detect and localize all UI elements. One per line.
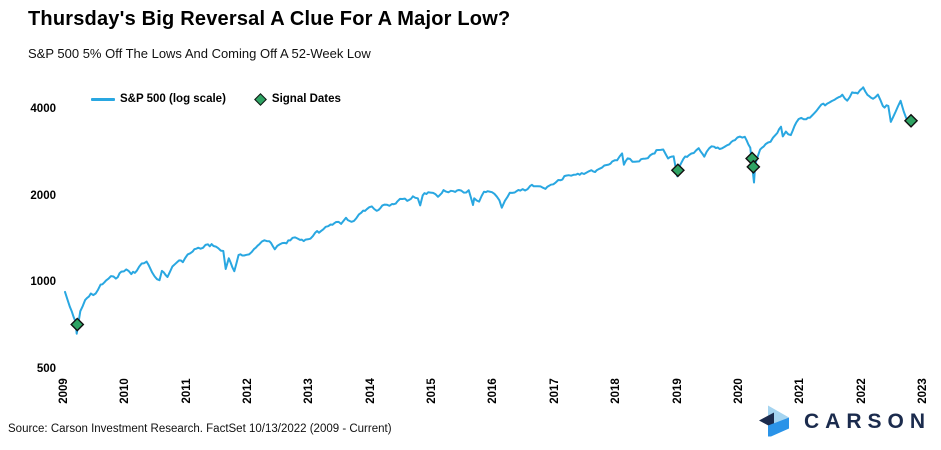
y-tick-label: 4000: [30, 103, 56, 115]
signal-date-diamond: [903, 113, 919, 128]
legend-label-signal-dates: Signal Dates: [271, 93, 341, 105]
carson-logo-mark-icon: [758, 405, 789, 437]
signal-date-diamond: [746, 159, 761, 174]
page-title: Thursday's Big Reversal A Clue For A Maj…: [28, 8, 511, 30]
x-tick-label: 2019: [671, 378, 684, 404]
x-tick-label: 2022: [855, 378, 868, 404]
y-tick-label: 1000: [30, 276, 56, 288]
x-tick-label: 2023: [916, 378, 929, 404]
legend-item-signal-dates: Signal Dates: [254, 92, 341, 106]
source-attribution: Source: Carson Investment Research. Fact…: [8, 423, 392, 435]
x-tick-label: 2016: [487, 378, 500, 404]
x-tick-label: 2015: [426, 378, 439, 404]
y-tick-label: 2000: [30, 189, 56, 202]
chart-legend: S&P 500 (log scale) Signal Dates: [91, 91, 341, 107]
legend-item-sp500: S&P 500 (log scale): [91, 93, 226, 105]
y-tick-label: 500: [36, 362, 56, 375]
signal-date-diamond: [670, 163, 685, 178]
x-tick-label: 2010: [119, 378, 132, 404]
x-tick-label: 2017: [548, 378, 561, 404]
line-swatch-icon: [91, 97, 115, 101]
carson-logo: CARSON: [757, 404, 931, 439]
x-tick-label: 2009: [58, 378, 70, 404]
x-tick-label: 2014: [364, 378, 377, 404]
carson-wordmark: CARSON: [803, 409, 931, 433]
x-tick-label: 2012: [242, 378, 255, 404]
legend-label-sp500: S&P 500 (log scale): [120, 93, 226, 105]
x-tick-label: 2011: [180, 378, 193, 404]
signal-date-diamond: [70, 317, 85, 332]
x-tick-label: 2018: [610, 378, 623, 404]
x-tick-label: 2020: [732, 378, 745, 404]
x-tick-label: 2021: [794, 378, 807, 404]
diamond-swatch-icon: [254, 92, 267, 106]
chart-subtitle: S&P 500 5% Off The Lows And Coming Off A…: [28, 46, 371, 61]
sp500-price-line: [64, 86, 912, 335]
x-tick-label: 2013: [303, 378, 316, 404]
